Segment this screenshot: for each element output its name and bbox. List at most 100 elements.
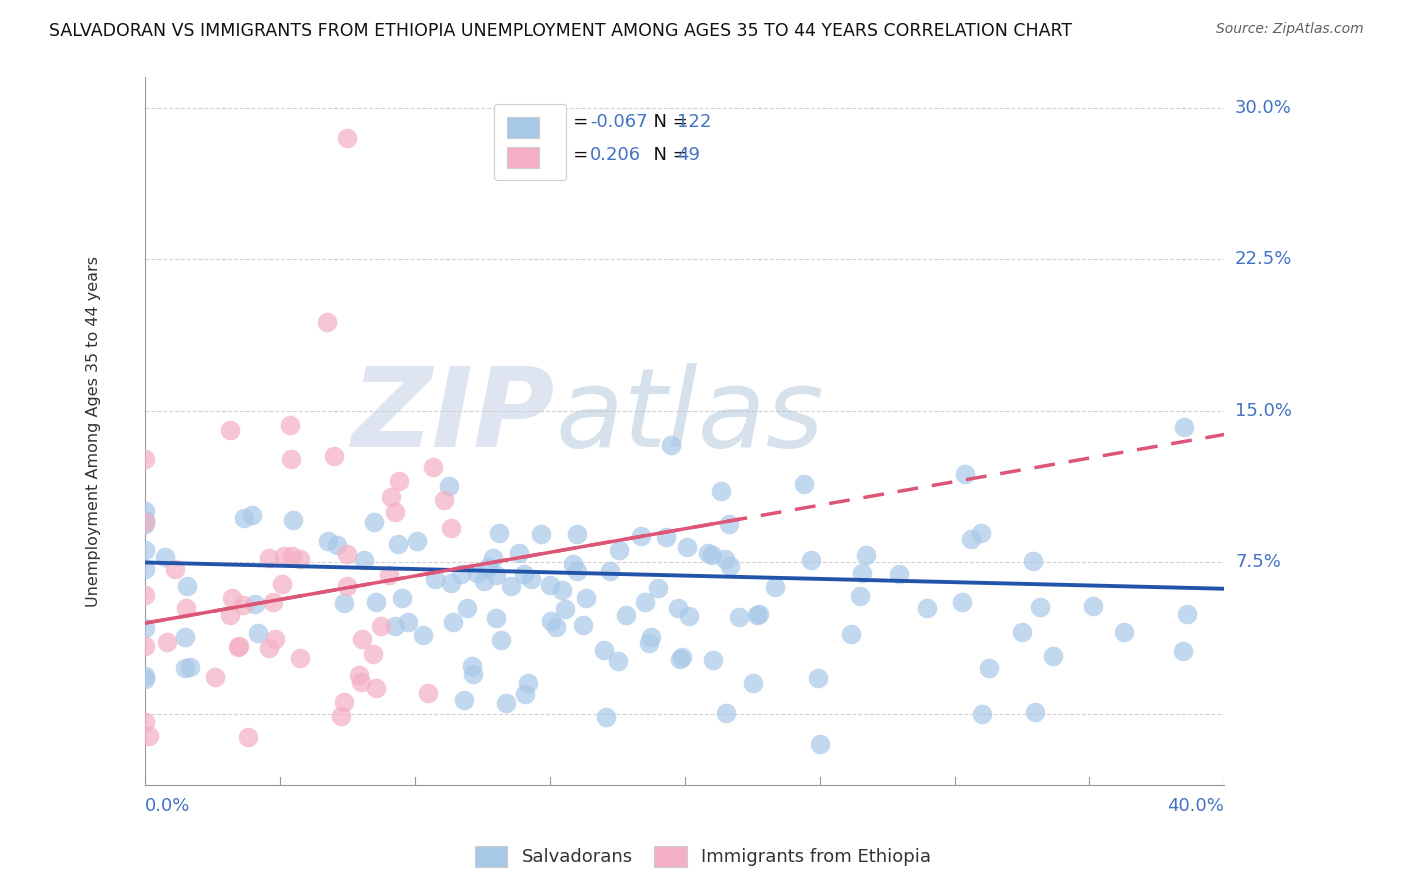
Point [659, 438, 682, 452]
Point [970, 526, 993, 541]
Point [416, 686, 439, 700]
Point [240, 508, 263, 522]
Point [546, 620, 568, 634]
Point [283, 513, 305, 527]
Text: R =: R = [555, 146, 600, 164]
Point [647, 581, 669, 595]
Point [501, 579, 523, 593]
Point [513, 687, 536, 701]
Point [412, 628, 434, 642]
Point [575, 591, 598, 605]
Point [463, 667, 485, 681]
Point [264, 632, 287, 647]
Point [718, 559, 741, 574]
Point [1173, 420, 1195, 434]
Point [273, 549, 295, 563]
Point [323, 449, 346, 463]
Point [134, 452, 156, 467]
Point [488, 525, 510, 540]
Point [439, 478, 461, 492]
Point [702, 653, 724, 667]
Point [219, 423, 242, 437]
Point [396, 615, 419, 629]
Point [370, 618, 392, 632]
Point [551, 583, 574, 598]
Point [554, 602, 576, 616]
Point [716, 706, 738, 720]
Point [465, 566, 488, 580]
Point [571, 617, 593, 632]
Text: Unemployment Among Ages 35 to 44 years: Unemployment Among Ages 35 to 44 years [86, 256, 101, 607]
Point [433, 492, 456, 507]
Point [236, 730, 259, 744]
Text: SALVADORAN VS IMMIGRANTS FROM ETHIOPIA UNEMPLOYMENT AMONG AGES 35 TO 44 YEARS CO: SALVADORAN VS IMMIGRANTS FROM ETHIOPIA U… [49, 22, 1073, 40]
Point [347, 667, 370, 681]
Point [134, 517, 156, 532]
Point [378, 568, 401, 582]
Point [841, 627, 863, 641]
Point [134, 669, 156, 683]
Legend: Salvadorans, Immigrants from Ethiopia: Salvadorans, Immigrants from Ethiopia [467, 838, 939, 874]
Point [425, 572, 447, 586]
Point [134, 639, 156, 653]
Point [174, 630, 197, 644]
Point [697, 546, 720, 560]
Point [361, 647, 384, 661]
Point [855, 548, 877, 562]
Point [593, 643, 616, 657]
Point [638, 636, 661, 650]
Point [332, 596, 354, 610]
Point [134, 621, 156, 635]
Text: 7.5%: 7.5% [1234, 553, 1281, 572]
Point [763, 580, 786, 594]
Point [263, 594, 285, 608]
Point [807, 671, 830, 685]
Point [440, 521, 463, 535]
Point [336, 547, 359, 561]
Point [156, 635, 179, 649]
Point [384, 619, 406, 633]
Point [352, 632, 374, 646]
Point [748, 607, 770, 621]
Point [508, 546, 530, 560]
Point [387, 537, 409, 551]
Point [793, 476, 815, 491]
Point [972, 707, 994, 722]
Point [315, 315, 337, 329]
Point [134, 561, 156, 575]
Point [700, 548, 723, 562]
Point [800, 553, 823, 567]
Text: ZIP: ZIP [352, 363, 555, 470]
Point [530, 527, 553, 541]
Point [179, 660, 201, 674]
Text: 0.0%: 0.0% [145, 797, 190, 815]
Point [666, 601, 689, 615]
Point [288, 551, 311, 566]
Point [380, 490, 402, 504]
Point [247, 626, 270, 640]
Point [1011, 624, 1033, 639]
Point [384, 505, 406, 519]
Point [134, 715, 156, 730]
Text: N =: N = [641, 112, 693, 131]
Point [173, 661, 195, 675]
Text: -0.067: -0.067 [589, 112, 647, 131]
Point [718, 517, 741, 532]
Point [1024, 705, 1046, 719]
Point [422, 460, 444, 475]
Point [134, 513, 156, 527]
Point [366, 594, 388, 608]
Point [456, 601, 478, 615]
Point [565, 527, 588, 541]
Point [1022, 554, 1045, 568]
Point [640, 630, 662, 644]
Point [176, 578, 198, 592]
Text: 22.5%: 22.5% [1234, 251, 1292, 268]
Text: 0.206: 0.206 [589, 146, 641, 164]
Point [1029, 600, 1052, 615]
Point [270, 577, 292, 591]
Point [979, 661, 1001, 675]
Point [950, 594, 973, 608]
Point [226, 640, 249, 654]
Point [406, 534, 429, 549]
